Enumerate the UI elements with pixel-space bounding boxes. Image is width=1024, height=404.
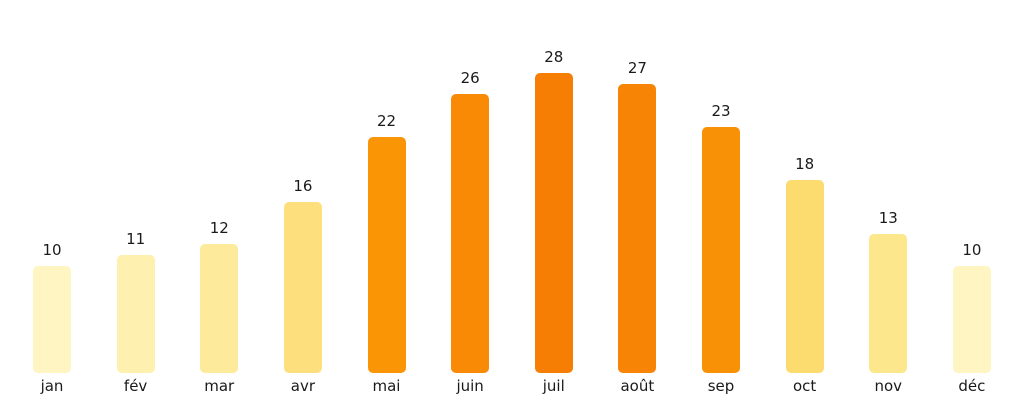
bar-column: 16 avr — [283, 0, 322, 404]
bar — [534, 73, 573, 373]
bar-plot-area: 10 — [952, 0, 991, 373]
value-label: 27 — [627, 59, 647, 77]
bar-plot-area: 28 — [534, 0, 573, 373]
month-label: juin — [456, 377, 484, 395]
value-label: 10 — [42, 241, 62, 259]
bar-column: 28 juil — [534, 0, 573, 404]
month-label: sep — [707, 377, 735, 395]
bar-plot-area: 26 — [451, 0, 490, 373]
value-label: 18 — [795, 155, 815, 173]
month-label: oct — [792, 377, 817, 395]
bar-column: 27 août — [618, 0, 657, 404]
bar — [952, 266, 991, 373]
month-label: août — [620, 377, 655, 395]
value-label: 13 — [878, 209, 898, 227]
bar-plot-area: 12 — [200, 0, 239, 373]
bar-plot-area: 27 — [618, 0, 657, 373]
bar-column: 11 fév — [116, 0, 155, 404]
bar — [869, 234, 908, 373]
month-label: fév — [123, 377, 148, 395]
bar-column: 23 sep — [702, 0, 740, 404]
bar — [451, 94, 490, 373]
bar — [116, 255, 155, 373]
bar-plot-area: 22 — [367, 0, 406, 373]
bar-plot-area: 18 — [785, 0, 824, 373]
value-label: 16 — [293, 177, 313, 195]
bar-column: 18 oct — [785, 0, 824, 404]
value-label: 10 — [962, 241, 982, 259]
month-label: déc — [958, 377, 986, 395]
bar-column: 10 déc — [952, 0, 991, 404]
bar — [33, 266, 71, 373]
value-label: 26 — [460, 69, 480, 87]
bar-column: 13 nov — [869, 0, 908, 404]
bar — [702, 127, 740, 373]
bar-column: 26 juin — [451, 0, 490, 404]
bar-column: 22 mai — [367, 0, 406, 404]
bar-plot-area: 23 — [702, 0, 740, 373]
bar-plot-area: 16 — [283, 0, 322, 373]
month-label: nov — [874, 377, 903, 395]
value-label: 22 — [376, 112, 397, 130]
value-label: 23 — [711, 102, 731, 120]
bar — [785, 180, 824, 373]
bar-column: 12 mar — [200, 0, 239, 404]
month-label: avr — [290, 377, 315, 395]
value-label: 12 — [209, 219, 229, 237]
month-label: jan — [40, 377, 64, 395]
value-label: 11 — [126, 230, 146, 248]
bar-plot-area: 11 — [116, 0, 155, 373]
bar — [367, 137, 406, 373]
month-label: mar — [204, 377, 235, 395]
bar — [283, 202, 322, 373]
value-label: 28 — [544, 48, 564, 66]
month-label: mai — [372, 377, 401, 395]
bar — [200, 244, 239, 373]
bar — [618, 84, 657, 373]
bar-plot-area: 13 — [869, 0, 908, 373]
month-label: juil — [542, 377, 565, 395]
bar-column: 10 jan — [33, 0, 71, 404]
bar-plot-area: 10 — [33, 0, 71, 373]
